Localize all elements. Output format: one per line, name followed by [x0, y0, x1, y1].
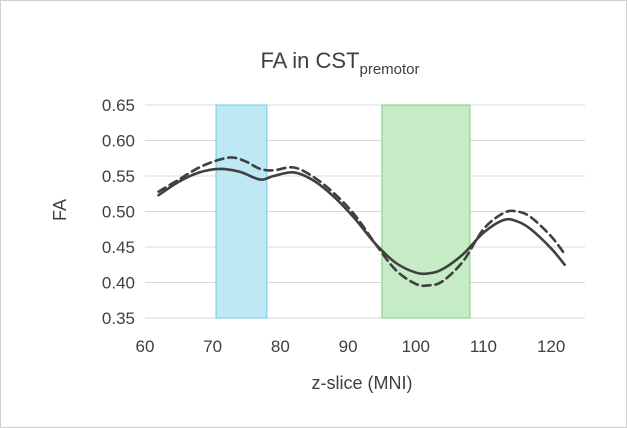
- y-tick-labels: 0.35 0.40 0.45 0.50 0.55 0.60 0.65: [102, 96, 135, 328]
- y-axis-label: FA: [50, 199, 70, 221]
- y-tick-label: 0.50: [102, 203, 135, 222]
- x-axis-label: z-slice (MNI): [312, 373, 413, 393]
- y-tick-label: 0.65: [102, 96, 135, 115]
- x-tick-label: 80: [271, 337, 290, 356]
- highlight-bands: [215, 104, 471, 319]
- x-tick-label: 110: [470, 337, 497, 356]
- y-tick-label: 0.40: [102, 274, 135, 293]
- chart-title: FA in CSTpremotor: [260, 48, 419, 78]
- y-tick-label: 0.35: [102, 309, 135, 328]
- x-tick-label: 70: [203, 337, 222, 356]
- series-lines: [157, 156, 566, 288]
- x-tick-labels: 60 70 80 90 100 110 120: [136, 337, 566, 356]
- x-tick-label: 100: [402, 337, 430, 356]
- x-tick-label: 90: [339, 337, 358, 356]
- series-line-dashed: [157, 156, 566, 288]
- chart-title-subscript: premotor: [360, 61, 420, 78]
- x-tick-label: 120: [537, 337, 565, 356]
- highlight-band-1: [381, 104, 471, 319]
- x-tick-label: 60: [136, 337, 155, 356]
- chart-title-main: FA in CST: [260, 48, 359, 73]
- highlight-band-0: [215, 104, 268, 319]
- y-tick-label: 0.55: [102, 167, 135, 186]
- y-tick-label: 0.60: [102, 132, 135, 151]
- y-tick-label: 0.45: [102, 238, 135, 257]
